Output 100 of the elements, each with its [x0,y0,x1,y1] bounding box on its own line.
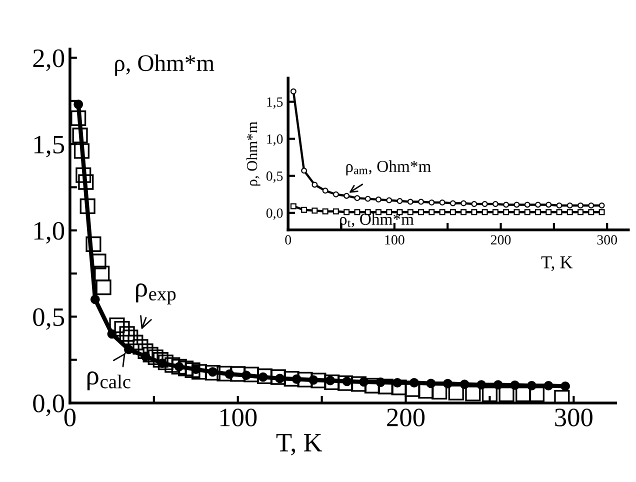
point [524,209,530,216]
point [152,352,168,368]
point [256,368,273,384]
point [378,378,394,394]
point [74,143,90,159]
point [439,209,446,216]
point [560,381,570,391]
x-tick-label: 100 [220,408,257,426]
point [270,369,286,385]
point [216,366,232,382]
point [344,209,350,216]
point [364,196,371,202]
point [114,320,130,337]
point [301,168,308,174]
point [70,110,86,126]
point [344,192,350,199]
point [171,358,187,374]
point [354,195,360,202]
point [310,372,326,388]
point [332,191,339,198]
point [566,202,573,208]
point [524,202,530,208]
point [514,209,520,216]
point [460,209,467,216]
point [359,377,369,387]
point [460,380,470,390]
point [544,380,554,390]
point [471,201,478,207]
x-tick-label: 200 [387,408,425,426]
point [119,326,135,342]
point [482,201,488,207]
point [556,202,562,208]
point [376,196,382,203]
point [132,339,148,355]
point [482,386,498,402]
point [546,209,552,216]
point [516,386,532,402]
point [94,266,110,282]
annotation: ρ$_{am}$, Ohm*m [346,160,431,176]
point [465,386,481,402]
point [450,200,456,206]
point [510,380,520,390]
point [588,209,594,216]
x-tick-label: 300 [597,235,617,245]
point [546,202,552,208]
point [528,386,545,402]
y-axis-title: ρ, Ohm*m [115,54,214,76]
point [107,329,117,339]
point [418,198,424,205]
point [332,208,339,214]
point [598,202,605,208]
point [588,202,594,208]
x-tick-label: 100 [385,235,404,245]
point [350,376,367,392]
point [439,200,446,206]
point [418,209,424,216]
point [78,174,94,190]
point [96,280,112,296]
point [324,374,340,390]
annotation: ρ$_{exp}$ [136,283,176,304]
point [391,380,407,396]
point [598,209,605,216]
point [230,366,246,382]
x-axis-title: T, K [541,256,573,272]
point [242,370,251,380]
point [322,208,328,214]
point [471,209,478,216]
point [290,203,296,210]
y-tick-label: 0,5 [33,308,64,330]
point [396,198,403,204]
point [301,206,308,213]
point [86,236,102,252]
y-tick-label: 0,5 [266,171,283,183]
point [128,334,144,350]
point [526,380,536,390]
point [124,344,134,354]
point [514,202,520,208]
point [322,188,328,194]
point [109,318,125,334]
point [290,88,296,94]
point [338,375,354,391]
point [476,380,486,390]
point [443,378,452,388]
point [556,209,562,216]
point [74,100,84,110]
point [80,198,96,214]
point [312,208,318,214]
point [428,209,435,216]
point [498,386,514,402]
point [426,378,436,388]
point [450,209,456,216]
y-tick-label: 0,0 [266,208,283,220]
point [76,167,92,183]
point [428,200,435,206]
point [354,209,360,216]
y-tick-label: 2,0 [33,49,64,72]
point [448,384,464,400]
point [578,202,584,208]
point [364,378,380,394]
point [244,366,260,382]
